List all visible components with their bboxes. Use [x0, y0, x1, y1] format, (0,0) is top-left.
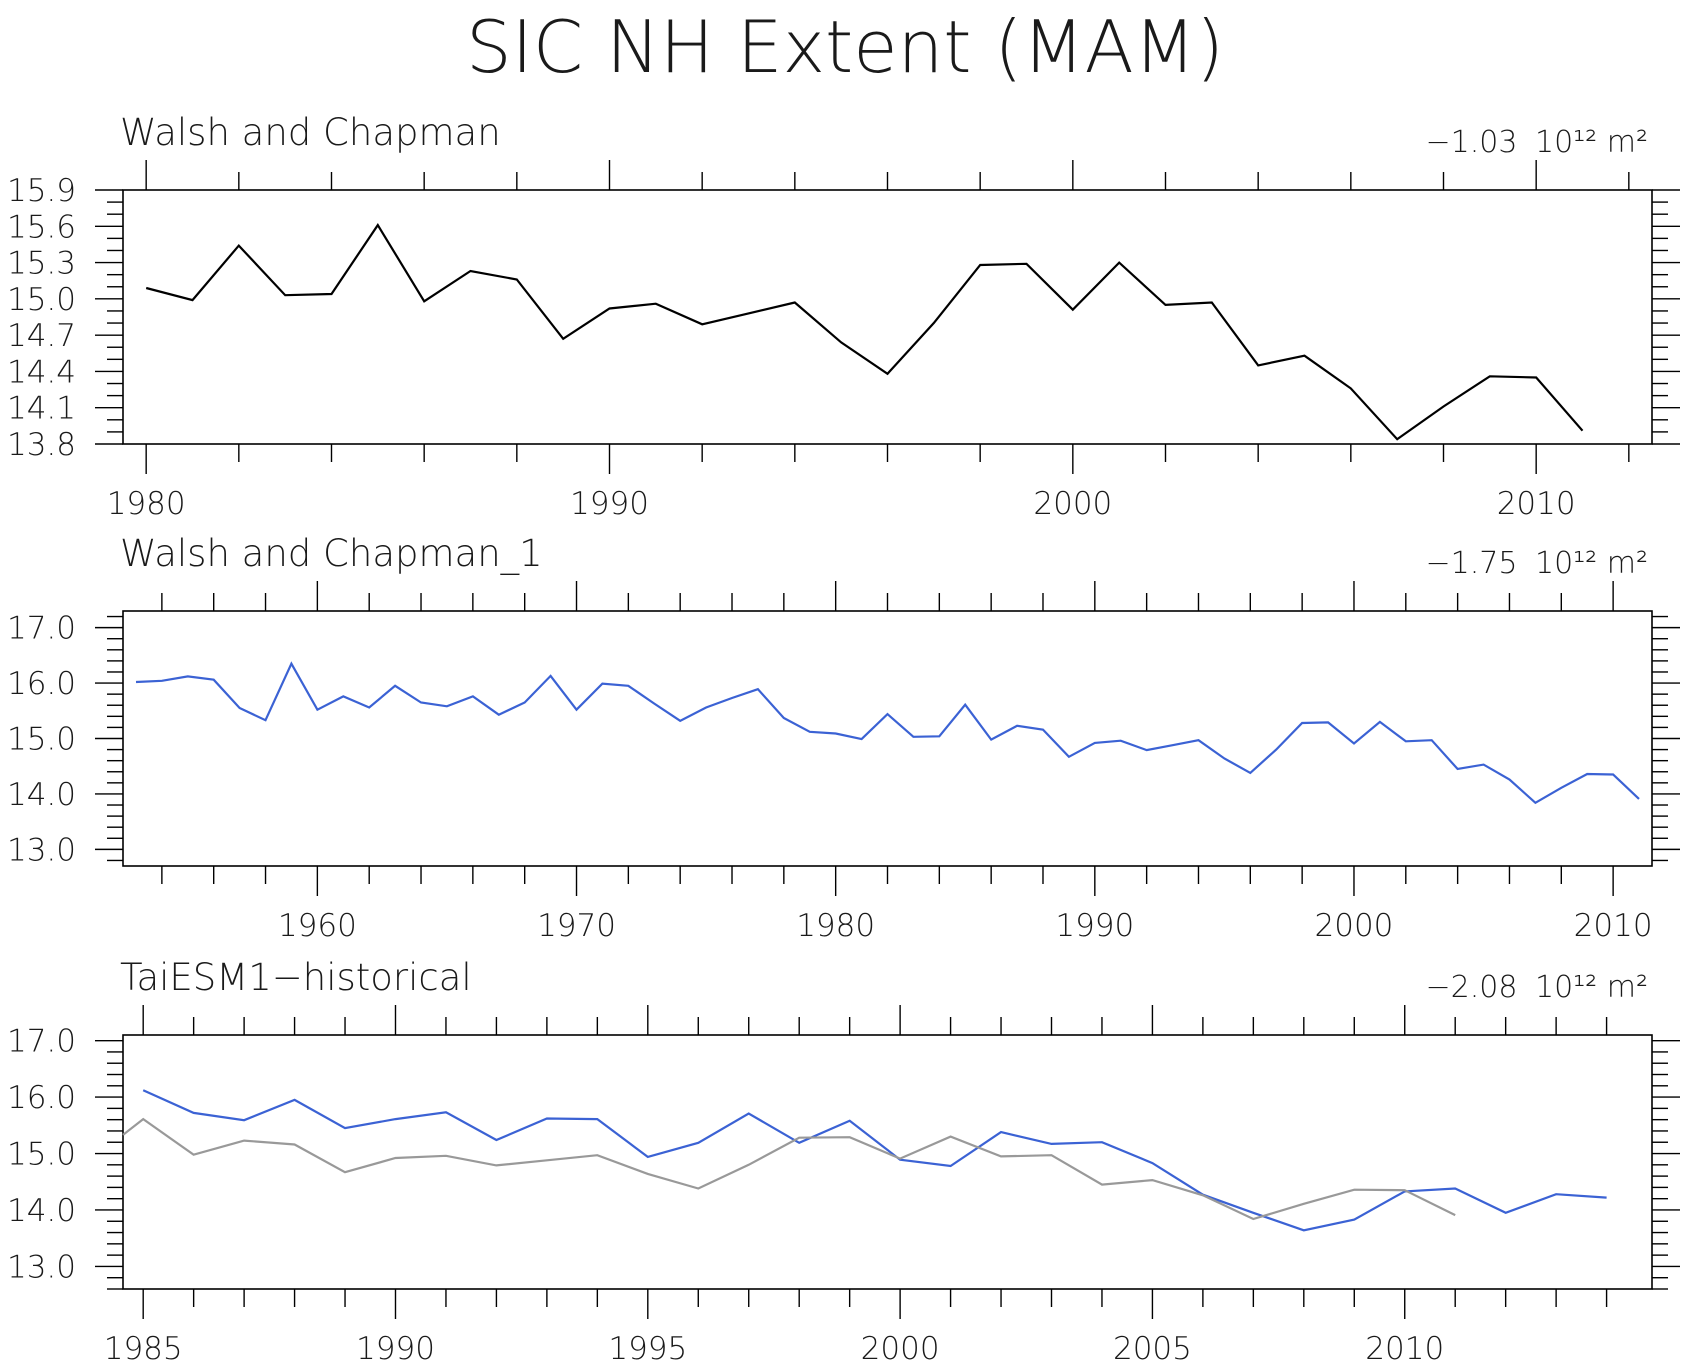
x-tick-label: 1970: [537, 908, 616, 944]
data-lines: [145, 223, 1584, 441]
x-tick-label: 2010: [1574, 908, 1653, 944]
y-tick-label: 16.0: [7, 666, 76, 702]
y-tick-label: 15.3: [7, 246, 76, 282]
y-tick-label: 14.0: [7, 1193, 76, 1229]
tick-labels: 1980 1990 2000 2010 13.814.114.414.715.015.3…: [7, 173, 1576, 522]
y-tick-label: 15.0: [7, 722, 76, 758]
series-line-1: [135, 661, 1640, 805]
y-tick-label: 14.4: [7, 354, 76, 390]
x-tick-label: 2000: [861, 1331, 940, 1365]
plot-frame: [122, 1034, 1653, 1290]
y-tick-label: 17.0: [7, 611, 76, 647]
trend-value: −2.08: [1426, 970, 1518, 1005]
trend-label: −2.08 10¹² m²: [1426, 970, 1649, 1005]
x-tick-label: 1980: [796, 908, 875, 944]
x-tick-label: 1980: [107, 486, 186, 522]
y-tick-label: 15.0: [7, 282, 76, 318]
plot-frame: [122, 610, 1653, 867]
trend-unit: 10¹² m²: [1535, 125, 1648, 160]
y-tick-label: 15.9: [7, 173, 76, 209]
trend-label: −1.75 10¹² m²: [1426, 546, 1649, 581]
panel-taiesm1-historical: TaiESM1−historical −2.08 10¹² m² 1985 199…: [7, 956, 1680, 1365]
figure-title: SIC NH Extent (MAM): [466, 5, 1224, 89]
trend-unit: 10¹² m²: [1535, 546, 1648, 581]
y-tick-label: 15.6: [7, 209, 76, 245]
trend-unit: 10¹² m²: [1535, 970, 1648, 1005]
x-tick-label: 2010: [1497, 486, 1576, 522]
x-tick-label: 1990: [356, 1331, 435, 1365]
panel-walsh-chapman: Walsh and Chapman −1.03 10¹² m² 1980 1990…: [7, 111, 1680, 522]
trend-value: −1.75: [1426, 546, 1518, 581]
y-tick-label: 16.0: [7, 1080, 76, 1116]
trend-value: −1.03: [1426, 125, 1518, 160]
tick-labels: 1985 1990 1995 2000 2005 2010 13.0 14.0 15.0 16.0…: [7, 1024, 1444, 1365]
series-line-1: [145, 223, 1584, 441]
panel-walsh-chapman-1: Walsh and Chapman_1 −1.75 10¹² m² 1960 19…: [7, 532, 1680, 944]
data-lines: [122, 1089, 1607, 1232]
tick-labels: 1960 1970 1980 1990 2000 2010 13.0 14.0 15.0 16.0…: [7, 611, 1653, 944]
x-tick-label: 1960: [278, 908, 357, 944]
y-tick-label: 13.8: [7, 427, 76, 463]
y-tick-label: 14.0: [7, 777, 76, 813]
x-tick-label: 1990: [1055, 908, 1134, 944]
plot-frame: [122, 189, 1653, 445]
x-tick-label: 1985: [104, 1331, 183, 1365]
series-line-2: [122, 1117, 1456, 1221]
x-tick-label: 1995: [608, 1331, 687, 1365]
series-line-1: [142, 1089, 1607, 1232]
y-tick-label: 15.0: [7, 1137, 76, 1173]
axis-ticks: [95, 160, 1680, 474]
y-tick-label: 14.7: [7, 318, 76, 354]
x-tick-label: 2000: [1315, 908, 1394, 944]
y-tick-label: 17.0: [7, 1024, 76, 1060]
y-tick-label: 14.1: [7, 391, 76, 427]
y-tick-label: 13.0: [7, 1249, 76, 1285]
panel-title: Walsh and Chapman_1: [120, 532, 543, 576]
trend-label: −1.03 10¹² m²: [1426, 125, 1649, 160]
axis-ticks: [95, 581, 1680, 896]
panel-title: TaiESM1−historical: [120, 956, 472, 999]
y-tick-label: 13.0: [7, 832, 76, 868]
x-tick-label: 1990: [570, 486, 649, 522]
data-lines: [135, 661, 1640, 805]
axis-ticks: [95, 1005, 1680, 1319]
x-tick-label: 2000: [1033, 486, 1112, 522]
x-tick-label: 2010: [1365, 1331, 1444, 1365]
x-tick-label: 2005: [1113, 1331, 1192, 1365]
panel-title: Walsh and Chapman: [120, 111, 501, 154]
